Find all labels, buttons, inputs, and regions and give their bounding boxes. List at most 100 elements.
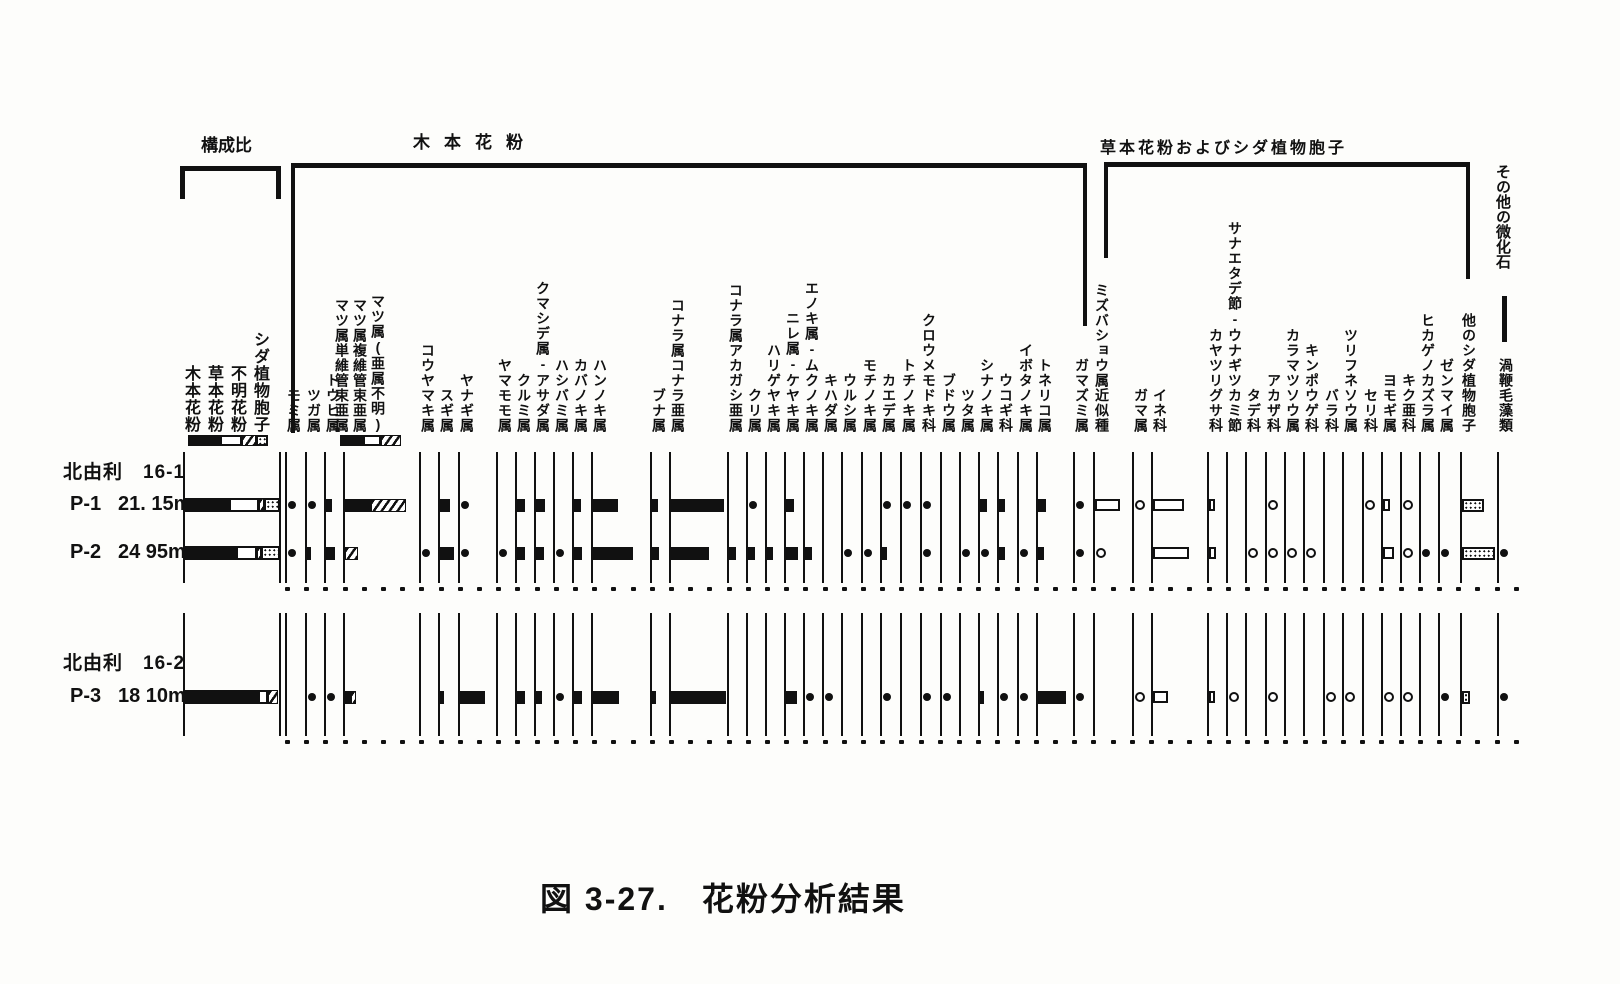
baseline-tick-dot: [611, 740, 617, 744]
mark-dot-ゼンマイ属: [1441, 693, 1449, 701]
column-label-ツガ属: ツガ属: [306, 388, 322, 433]
mark-bar-ツガ属: [307, 547, 311, 560]
taxon-axis: [1151, 613, 1153, 736]
pinus-legend-bar-hatch: [381, 435, 401, 446]
baseline-tick-dot: [649, 587, 655, 591]
mark-bar-シナノキ属: [980, 691, 984, 704]
column-label-カラマツソウ属: カラマツソウ属: [1285, 328, 1301, 433]
baseline-tick-dot: [803, 740, 809, 744]
baseline-tick-dot: [1053, 587, 1058, 591]
mark-dot-カエデ属: [883, 693, 891, 701]
taxon-axis: [1207, 613, 1209, 736]
composition-bar-P-3-solid: [184, 690, 258, 704]
baseline-tick-dot: [861, 740, 866, 744]
arboreal-bracket: [291, 163, 1087, 168]
column-label-クマシデ属-アサダ属: クマシデ属-アサダ属: [535, 281, 551, 433]
baseline-tick-dot: [1206, 587, 1212, 591]
baseline-tick-dot: [457, 587, 463, 591]
taxon-axis: [669, 452, 671, 583]
mark-circle-ガマ属: [1135, 500, 1145, 510]
mark-bar-ブナ属: [652, 691, 656, 704]
baseline-tick-dot: [1341, 740, 1346, 744]
mark-bar-カバノキ属: [574, 499, 581, 512]
taxon-axis: [1132, 613, 1134, 736]
sample-depth: 24 95m: [118, 541, 186, 563]
taxon-axis: [784, 613, 786, 736]
mark-bar-シナノキ属: [980, 499, 987, 512]
taxon-axis: [765, 613, 767, 736]
baseline-tick-dot: [534, 587, 540, 591]
taxon-axis: [1419, 452, 1421, 583]
taxon-axis: [1342, 452, 1344, 583]
composition-bar-P-2-hatch: [257, 546, 261, 560]
group-label: 北由利 16-1: [63, 462, 186, 483]
composition-bar-P-2-stipple: [261, 546, 280, 560]
taxon-axis: [727, 452, 729, 583]
composition-legend-label: 草本花粉: [205, 365, 222, 433]
column-label-イボタノキ属: イボタノキ属: [1018, 343, 1034, 433]
herb-bracket-right-tick: [1466, 162, 1470, 279]
column-label-サナエタデ節-ウナギツカミ節: サナエタデ節-ウナギツカミ節: [1227, 221, 1243, 433]
taxon-axis: [438, 452, 440, 583]
composition-legend-bar-solid: [188, 435, 220, 446]
column-label-モミ属: モミ属: [286, 388, 302, 433]
mark-dot-ヒカゲノカズラ属: [1422, 549, 1430, 557]
mark-dot-ゼンマイ属: [1441, 549, 1449, 557]
baseline-tick-dot: [1417, 587, 1423, 591]
mark-bar-ウコギ科: [999, 547, 1005, 560]
herb-pollen-header: 草本花粉およびシダ植物胞子: [1100, 140, 1348, 157]
baseline-tick-dot: [496, 740, 502, 744]
mark-bar-ニレ属-ケヤキ属: [786, 691, 797, 704]
baseline-tick-dot: [1110, 740, 1116, 744]
taxon-axis: [1226, 452, 1228, 583]
taxon-axis: [861, 613, 863, 736]
herb-bracket: [1104, 162, 1470, 167]
column-label-カエデ属: カエデ属: [881, 373, 897, 433]
mark-bar-エノキ属-ムクノキ属: [805, 547, 812, 560]
baseline-tick-dot: [841, 587, 847, 591]
composition-header: 構成比: [201, 136, 252, 155]
composition-legend-label: シダ植物胞子: [251, 331, 268, 433]
taxon-axis: [1036, 452, 1038, 583]
mark-dot-ハシバミ属: [556, 693, 564, 701]
column-label-ツタ属: ツタ属: [960, 388, 976, 433]
mark-openbar-カヤツリグサ科: [1209, 691, 1215, 703]
baseline-tick-dot: [1398, 587, 1404, 591]
baseline-tick-dot: [592, 587, 598, 591]
column-label-シナノキ属: シナノキ属: [979, 358, 995, 433]
mark-dot-ブドウ属: [943, 693, 951, 701]
baseline-tick-dot: [918, 740, 924, 744]
pinus-legend-bar-open: [363, 435, 381, 446]
baseline-tick-dot: [1302, 740, 1308, 744]
baseline-tick-dot: [707, 740, 713, 744]
column-label-エノキ属-ムクノキ属: エノキ属-ムクノキ属: [804, 281, 820, 433]
mark-dot-ヤナギ属: [461, 549, 469, 557]
mark-circle-サナエタデ節-ウナギツカミ節: [1229, 692, 1239, 702]
taxon-axis: [419, 452, 421, 583]
taxon-axis: [959, 452, 961, 583]
taxon-axis: [1323, 452, 1325, 583]
column-label-キンポウゲ科: キンポウゲ科: [1304, 343, 1320, 433]
taxon-axis: [822, 452, 824, 583]
mark-dot-ツガ属: [308, 693, 316, 701]
arboreal-pollen-header: 木本花粉: [413, 133, 537, 152]
mark-stipplebar-他のシダ植物胞子: [1462, 547, 1495, 560]
baseline-tick-dot: [553, 587, 559, 591]
pinus-legend-label: マツ属単維管束亜属: [334, 298, 350, 433]
composition-bar-P-2-solid: [184, 546, 236, 560]
mark-openbar-カヤツリグサ科: [1209, 499, 1215, 511]
mark-dot-ガマズミ属: [1076, 693, 1084, 701]
baseline-tick-dot: [1321, 740, 1327, 744]
composition-bracket: [180, 166, 281, 171]
baseline-tick-dot: [822, 740, 828, 744]
baseline-tick-dot: [1379, 740, 1385, 744]
sample-depth: 21. 15m: [118, 493, 192, 515]
other-microfossil-header: その他の微化石: [1494, 164, 1511, 269]
baseline-tick-dot: [995, 587, 1001, 591]
mark-circle-ガマ属: [1135, 692, 1145, 702]
mark-circle-セリ科: [1365, 500, 1375, 510]
column-label-渦鞭毛藻類: 渦鞭毛藻類: [1498, 358, 1514, 433]
mark-bar-クマシデ属-アサダ属: [536, 547, 544, 560]
baseline-tick-dot: [1149, 740, 1154, 744]
